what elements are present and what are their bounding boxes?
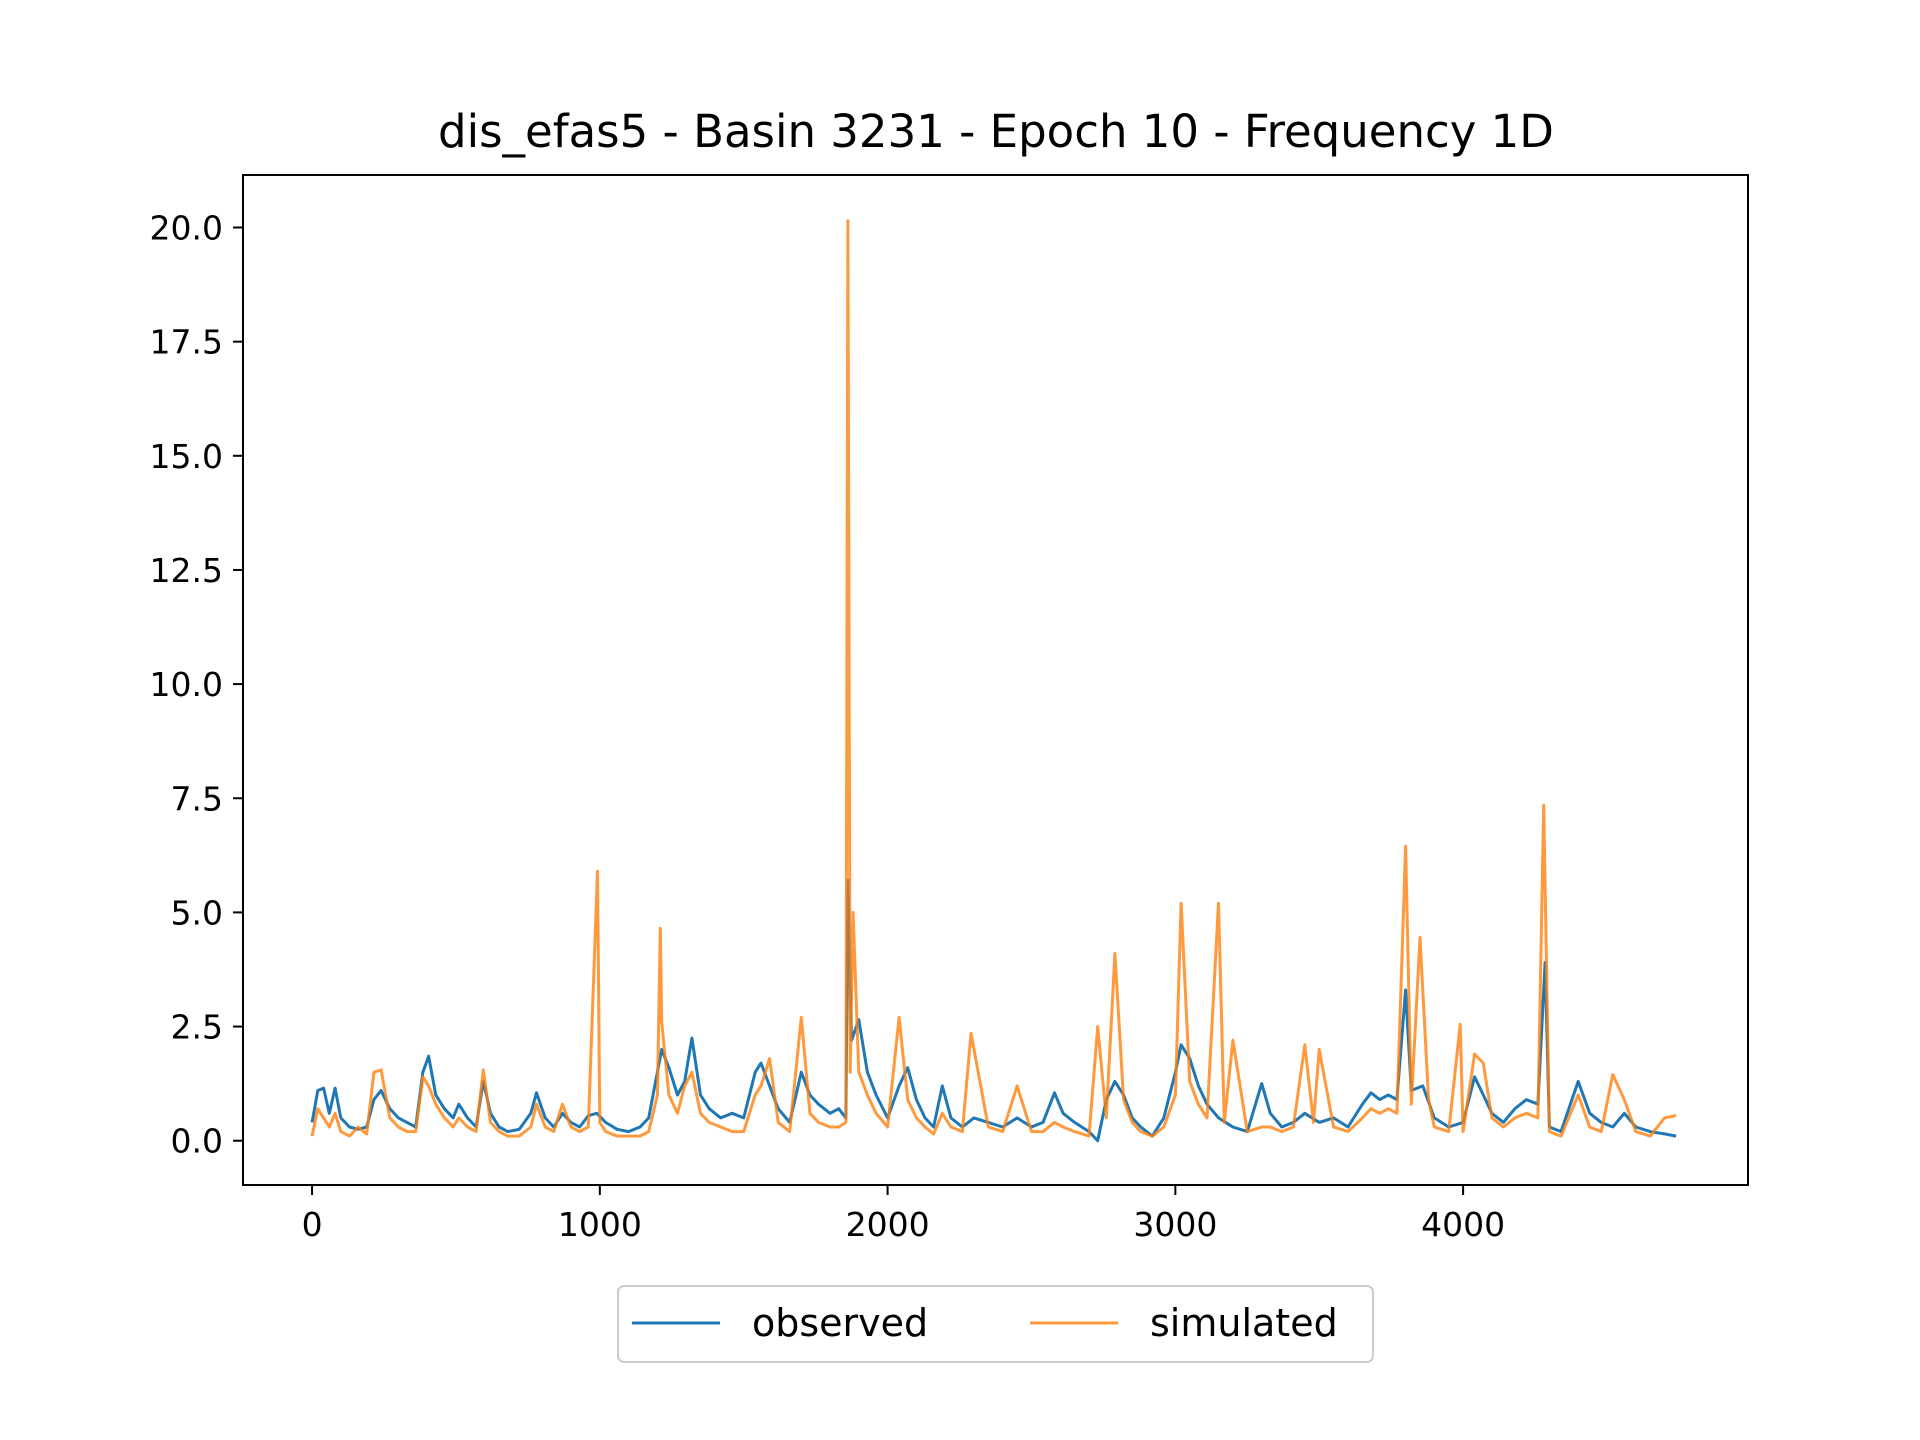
y-axis: 0.0 2.5 5.0 7.5 10.0 12.5 15.0 17.5 20.0 [150,209,243,1161]
y-tick-label: 15.0 [150,437,223,476]
legend-label-simulated: simulated [1150,1301,1338,1345]
y-tick-label: 20.0 [150,209,223,248]
x-tick-label: 3000 [1133,1205,1217,1244]
y-tick-label: 7.5 [171,779,223,818]
series-line-simulated [310,219,1677,1138]
x-tick-label: 4000 [1421,1205,1505,1244]
legend-box [617,1285,1374,1363]
y-tick-label: 0.0 [171,1122,223,1161]
x-tick-label: 0 [302,1205,323,1244]
y-tick-label: 12.5 [150,551,223,590]
x-axis: 0 1000 2000 3000 4000 [302,1185,1505,1244]
y-tick-label: 2.5 [171,1008,223,1047]
series-layer [310,219,1677,1143]
legend: observed simulated [617,1285,1374,1363]
x-tick-label: 2000 [846,1205,930,1244]
legend-label-observed: observed [752,1301,928,1345]
x-tick-label: 1000 [558,1205,642,1244]
chart-title: dis_efas5 - Basin 3231 - Epoch 10 - Freq… [438,105,1554,158]
y-tick-label: 10.0 [150,665,223,704]
y-tick-label: 17.5 [150,323,223,362]
y-tick-label: 5.0 [171,893,223,932]
plot-area-frame [242,174,1749,1186]
